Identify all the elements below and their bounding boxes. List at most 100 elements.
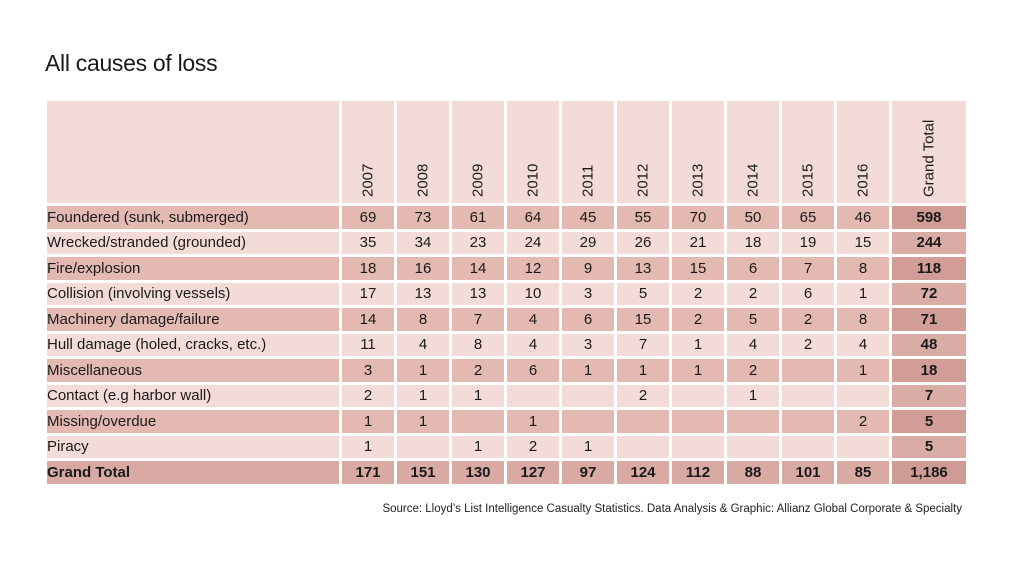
column-header: Grand Total [892, 101, 966, 203]
value-cell [837, 435, 889, 458]
value-cell: 2 [837, 410, 889, 433]
value-cell: 2 [672, 282, 724, 305]
total-cell: 1,186 [892, 461, 966, 484]
value-cell [562, 384, 614, 407]
value-cell [562, 410, 614, 433]
table-row: Miscellaneous 3 1 2 6 1 1 1 2 1 18 [47, 359, 966, 382]
value-cell: 1 [562, 359, 614, 382]
total-cell: 48 [892, 333, 966, 356]
value-cell: 1 [452, 435, 504, 458]
value-cell: 29 [562, 231, 614, 254]
value-cell: 124 [617, 461, 669, 484]
value-cell: 1 [452, 384, 504, 407]
row-label: Collision (involving vessels) [47, 282, 339, 305]
value-cell: 1 [672, 359, 724, 382]
table-header-row: 2007 2008 2009 2010 2011 2012 2013 2014 2015 2016… [47, 101, 966, 203]
value-cell [617, 435, 669, 458]
value-cell: 8 [837, 308, 889, 331]
column-header: 2008 [397, 101, 449, 203]
row-label: Machinery damage/failure [47, 308, 339, 331]
value-cell [617, 410, 669, 433]
column-header: 2016 [837, 101, 889, 203]
value-cell: 2 [617, 384, 669, 407]
value-cell: 12 [507, 257, 559, 280]
table-row: Piracy 1 1 2 1 5 [47, 435, 966, 458]
row-label: Wrecked/stranded (grounded) [47, 231, 339, 254]
column-header: 2012 [617, 101, 669, 203]
column-header-label: 2007 [359, 163, 377, 197]
total-cell: 244 [892, 231, 966, 254]
value-cell: 70 [672, 206, 724, 229]
value-cell: 171 [342, 461, 394, 484]
value-cell [452, 410, 504, 433]
table-row: Missing/overdue 1 1 1 2 5 [47, 410, 966, 433]
value-cell: 1 [397, 410, 449, 433]
value-cell: 2 [672, 308, 724, 331]
value-cell: 73 [397, 206, 449, 229]
value-cell: 13 [397, 282, 449, 305]
total-cell: 71 [892, 308, 966, 331]
table-row: Hull damage (holed, cracks, etc.) 11 4 8 4 3 7… [47, 333, 966, 356]
value-cell: 7 [452, 308, 504, 331]
value-cell: 1 [507, 410, 559, 433]
table-row: Foundered (sunk, submerged) 69 73 61 64 45 55 7… [47, 206, 966, 229]
value-cell: 18 [727, 231, 779, 254]
value-cell: 50 [727, 206, 779, 229]
value-cell [507, 384, 559, 407]
value-cell: 6 [507, 359, 559, 382]
table-row: Machinery damage/failure 14 8 7 4 6 15 2 5 2 8 71 [47, 308, 966, 331]
column-header-label: 2014 [744, 163, 762, 197]
value-cell [672, 384, 724, 407]
value-cell: 1 [617, 359, 669, 382]
value-cell: 101 [782, 461, 834, 484]
value-cell: 1 [672, 333, 724, 356]
row-label: Piracy [47, 435, 339, 458]
value-cell: 3 [562, 282, 614, 305]
total-cell: 118 [892, 257, 966, 280]
total-cell: 5 [892, 435, 966, 458]
value-cell: 7 [782, 257, 834, 280]
value-cell: 3 [342, 359, 394, 382]
value-cell: 2 [452, 359, 504, 382]
table-row: Fire/explosion 18 16 14 12 9 13 15 6 7 8 118 [47, 257, 966, 280]
value-cell: 5 [727, 308, 779, 331]
value-cell: 15 [837, 231, 889, 254]
header-label-cell [47, 101, 339, 203]
total-cell: 72 [892, 282, 966, 305]
value-cell: 19 [782, 231, 834, 254]
row-label: Miscellaneous [47, 359, 339, 382]
row-label: Hull damage (holed, cracks, etc.) [47, 333, 339, 356]
row-label: Grand Total [47, 461, 339, 484]
column-header: 2015 [782, 101, 834, 203]
value-cell: 1 [837, 359, 889, 382]
value-cell: 64 [507, 206, 559, 229]
total-cell: 5 [892, 410, 966, 433]
value-cell: 97 [562, 461, 614, 484]
column-header: 2013 [672, 101, 724, 203]
value-cell: 2 [782, 308, 834, 331]
value-cell: 2 [342, 384, 394, 407]
value-cell: 21 [672, 231, 724, 254]
value-cell [782, 435, 834, 458]
value-cell: 4 [507, 333, 559, 356]
value-cell: 8 [397, 308, 449, 331]
value-cell: 46 [837, 206, 889, 229]
value-cell: 4 [397, 333, 449, 356]
column-header-label: 2016 [854, 163, 872, 197]
value-cell: 35 [342, 231, 394, 254]
value-cell: 4 [837, 333, 889, 356]
value-cell: 112 [672, 461, 724, 484]
column-header-label: 2013 [689, 163, 707, 197]
table-body: Foundered (sunk, submerged) 69 73 61 64 45 55 7… [47, 206, 966, 484]
value-cell: 1 [562, 435, 614, 458]
value-cell: 15 [672, 257, 724, 280]
column-header-label: 2015 [799, 163, 817, 197]
value-cell: 2 [727, 282, 779, 305]
total-cell: 7 [892, 384, 966, 407]
value-cell: 65 [782, 206, 834, 229]
column-header-label: 2012 [634, 163, 652, 197]
table-row: Wrecked/stranded (grounded) 35 34 23 24 29 26 2… [47, 231, 966, 254]
value-cell: 4 [727, 333, 779, 356]
value-cell: 2 [782, 333, 834, 356]
column-header-label: 2008 [414, 163, 432, 197]
